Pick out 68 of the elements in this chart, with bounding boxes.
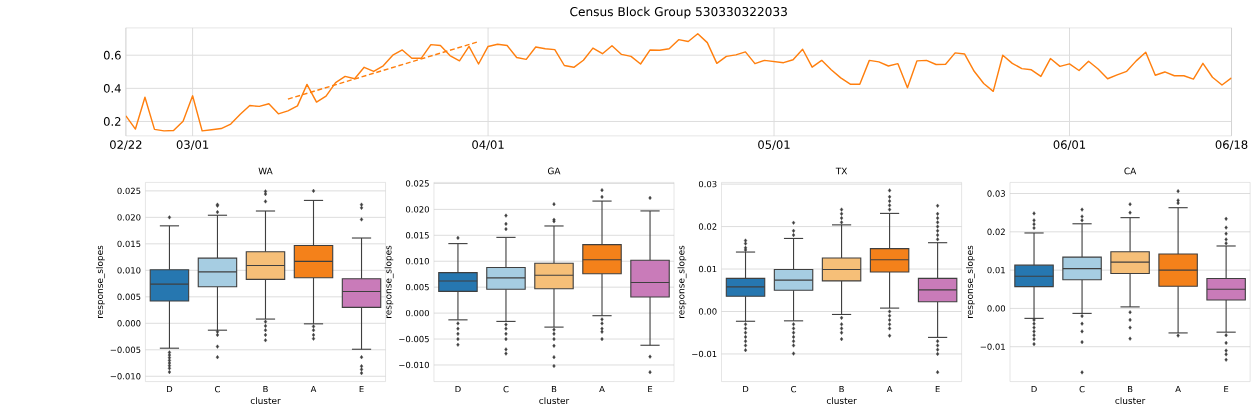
y-tick-label: 0.03 bbox=[698, 181, 717, 188]
x-tick-label: A bbox=[310, 386, 317, 393]
y-tick-label: 0.015 bbox=[117, 240, 141, 248]
y-axis-title: response_slopes bbox=[966, 245, 975, 319]
x-tick-label: 02/22 bbox=[110, 140, 142, 151]
y-tick-label: 0.025 bbox=[117, 187, 141, 195]
y-tick-label: 0.4 bbox=[103, 84, 121, 93]
y-tick-label: 0.025 bbox=[405, 180, 429, 187]
x-tick-label: E bbox=[935, 386, 940, 393]
y-tick-label: 0.03 bbox=[987, 190, 1005, 197]
y-tick-label: 0.02 bbox=[987, 228, 1005, 236]
x-tick-label: B bbox=[1128, 386, 1133, 393]
x-tick-label: E bbox=[1224, 386, 1229, 393]
chart-title: Census Block Group 530330322033 bbox=[570, 6, 787, 19]
x-axis-title: cluster bbox=[1115, 397, 1146, 405]
y-axis-title: response_slopes bbox=[384, 245, 394, 319]
x-tick-label: D bbox=[167, 386, 173, 393]
y-tick-label: 0.01 bbox=[698, 266, 717, 273]
y-tick-label: −0.010 bbox=[399, 361, 429, 369]
y-tick-label: 0.020 bbox=[117, 214, 141, 221]
x-tick-label: E bbox=[648, 386, 653, 393]
x-tick-label: C bbox=[791, 386, 797, 393]
x-tick-label: C bbox=[1079, 386, 1085, 393]
x-tick-label: 06/18 bbox=[1215, 140, 1248, 151]
y-tick-label: 0.005 bbox=[117, 293, 141, 301]
y-tick-label: −0.01 bbox=[692, 350, 717, 358]
x-tick-label: B bbox=[839, 386, 844, 393]
y-axis-title: response_slopes bbox=[677, 245, 687, 319]
y-tick-label: 0.005 bbox=[405, 284, 429, 291]
y-tick-label: 0.000 bbox=[117, 320, 141, 327]
chart-title: GA bbox=[547, 167, 561, 175]
x-tick-label: A bbox=[599, 386, 605, 393]
x-tick-label: D bbox=[1031, 386, 1037, 393]
x-tick-label: D bbox=[455, 386, 461, 393]
x-tick-label: C bbox=[503, 386, 509, 393]
y-tick-label: 0.02 bbox=[698, 223, 717, 230]
x-tick-label: B bbox=[263, 386, 268, 393]
y-tick-label: −0.01 bbox=[980, 343, 1005, 351]
x-tick-label: A bbox=[1175, 386, 1181, 393]
x-axis-title: cluster bbox=[826, 397, 857, 405]
chart-title: TX bbox=[835, 167, 848, 175]
x-tick-label: C bbox=[214, 386, 220, 393]
y-tick-label: −0.010 bbox=[110, 373, 141, 380]
y-tick-label: 0.020 bbox=[405, 206, 429, 213]
x-axis-title: cluster bbox=[539, 397, 570, 405]
y-tick-label: 0.010 bbox=[117, 267, 141, 274]
y-tick-label: −0.005 bbox=[399, 336, 429, 343]
y-tick-label: 0.2 bbox=[103, 117, 121, 127]
x-tick-label: 03/01 bbox=[176, 140, 209, 151]
x-tick-label: D bbox=[743, 386, 749, 393]
x-tick-label: 04/01 bbox=[472, 140, 504, 151]
y-tick-label: 0.00 bbox=[987, 305, 1006, 312]
y-tick-label: 0.6 bbox=[103, 51, 121, 60]
x-axis-title: cluster bbox=[250, 397, 281, 405]
x-tick-label: E bbox=[359, 386, 364, 393]
chart-title: WA bbox=[258, 167, 273, 175]
y-axis-title: response_slopes bbox=[96, 245, 106, 319]
y-tick-label: 0.010 bbox=[405, 258, 429, 265]
y-tick-label: 0.00 bbox=[698, 308, 717, 315]
x-tick-label: A bbox=[886, 386, 893, 393]
y-tick-label: 0.000 bbox=[405, 310, 429, 317]
y-tick-label: 0.015 bbox=[405, 232, 429, 239]
x-tick-label: 05/01 bbox=[758, 140, 790, 151]
y-tick-label: −0.005 bbox=[110, 346, 141, 354]
x-tick-label: 06/01 bbox=[1053, 140, 1086, 151]
chart-title: CA bbox=[1124, 167, 1137, 175]
x-tick-label: B bbox=[551, 386, 557, 393]
y-tick-label: 0.01 bbox=[987, 267, 1005, 274]
